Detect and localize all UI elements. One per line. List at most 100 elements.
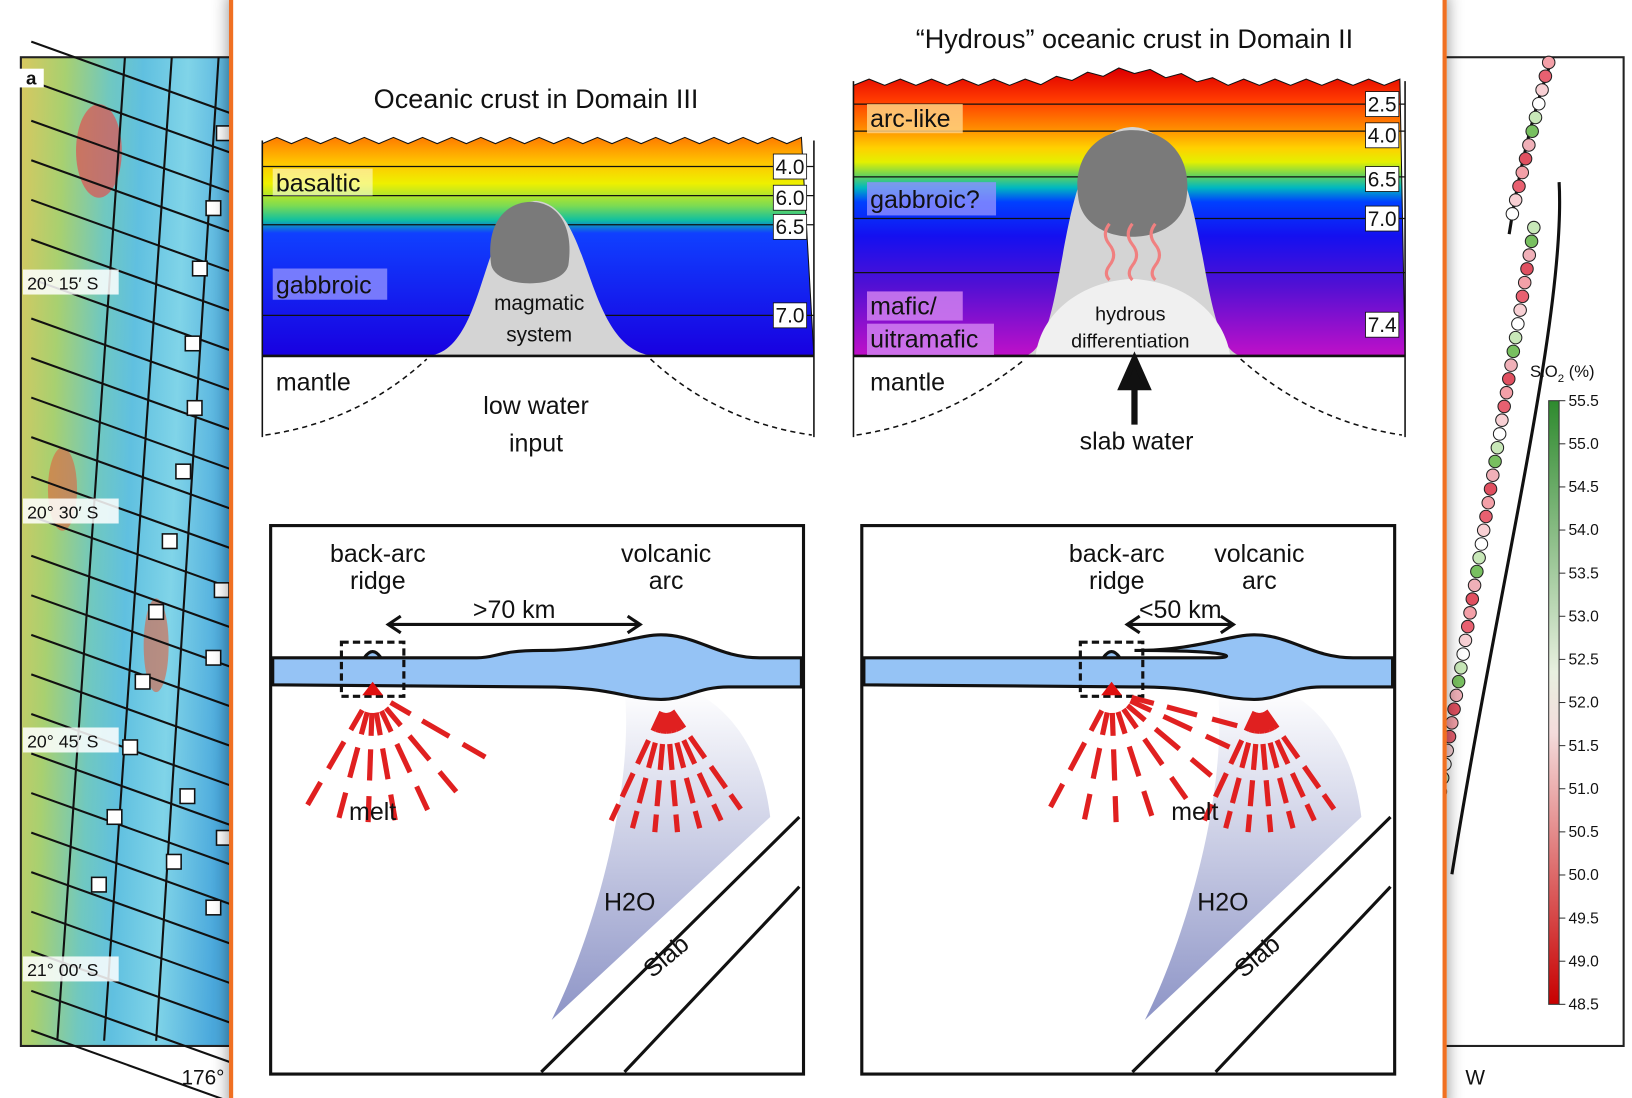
melt-dash — [1115, 796, 1116, 822]
colorbar-tick-label: 53.0 — [1568, 608, 1599, 625]
sample — [1471, 565, 1483, 577]
sample-map: SiO2 (%) 55.555.054.554.053.553.052.552.… — [1420, 56, 1623, 1089]
subduction-panel: >70 kmback-arcridgevolcanicarcmeltH2OSla… — [271, 526, 804, 1074]
melt-dash — [1253, 744, 1255, 770]
velocity-label: 4.0 — [1368, 125, 1397, 148]
sample — [1466, 593, 1478, 605]
sample — [1542, 56, 1554, 68]
sample — [1509, 194, 1521, 206]
sample — [1503, 373, 1515, 385]
colorbar-tick-label: 50.5 — [1568, 824, 1599, 841]
sample — [1536, 84, 1548, 96]
colorbar — [1549, 401, 1559, 1005]
sample — [1505, 359, 1517, 371]
station — [193, 261, 208, 276]
sample — [1519, 153, 1531, 165]
melt-label: melt — [1171, 798, 1218, 826]
layer-label: gabbroic? — [870, 186, 980, 214]
sample — [1477, 524, 1489, 536]
station — [180, 789, 195, 804]
sample — [1539, 70, 1551, 82]
mantle-label: mantle — [276, 368, 351, 396]
water-label: H2O — [604, 889, 655, 917]
colorbar-tick-label: 53.5 — [1568, 565, 1599, 582]
station — [107, 810, 122, 825]
colorbar-tick-label: 52.0 — [1568, 695, 1599, 712]
velocity-label: 6.5 — [1368, 168, 1397, 191]
station — [176, 464, 191, 479]
bathymetry-map: a 20° 15′ S20° 30′ S20° 45′ S21° 00′ S 1… — [19, 42, 240, 1098]
sample — [1450, 689, 1462, 701]
station — [217, 126, 232, 141]
sample — [1455, 662, 1467, 674]
layer-label: basaltic — [276, 169, 361, 197]
arc-label: arc — [649, 567, 684, 595]
sample — [1529, 111, 1541, 123]
layer-label: arc-like — [870, 105, 950, 133]
sample — [1487, 469, 1499, 481]
input-label: low water — [483, 392, 588, 420]
sample — [1521, 263, 1533, 275]
station — [206, 900, 221, 915]
sample — [1493, 428, 1505, 440]
sample — [1461, 620, 1473, 632]
colorbar-tick-label: 51.0 — [1568, 781, 1599, 798]
input-label: input — [509, 430, 563, 458]
sample — [1448, 703, 1460, 715]
lat-label: 20° 30′ S — [27, 502, 98, 522]
diagram-title: Oceanic crust in Domain III — [374, 84, 699, 114]
colorbar-tick-label: 49.0 — [1568, 953, 1599, 970]
sample — [1526, 125, 1538, 137]
velocity-label: 7.4 — [1368, 314, 1397, 337]
sample — [1509, 331, 1521, 343]
station — [206, 650, 221, 665]
colorbar-tick-label: 55.0 — [1568, 436, 1599, 453]
colorbar-title-unit: (%) — [1564, 362, 1595, 381]
layer-label: uitramafic — [870, 326, 978, 354]
sample — [1496, 414, 1508, 426]
sample — [1473, 552, 1485, 564]
station — [92, 877, 107, 892]
station — [162, 534, 177, 549]
sample — [1480, 510, 1492, 522]
lon-label: 176° — [181, 1066, 224, 1089]
sample — [1523, 139, 1535, 151]
ridge-label: ridge — [350, 567, 406, 595]
sample — [1500, 386, 1512, 398]
page: {"map": {"panel_label": "a", "lat_labels… — [0, 0, 1632, 1098]
intrusion-label: system — [506, 323, 572, 346]
sample — [1528, 221, 1540, 233]
melt-dash — [1269, 814, 1271, 832]
sample — [1523, 249, 1535, 261]
station — [149, 605, 164, 620]
mantle-label: mantle — [870, 368, 945, 396]
sample — [1491, 441, 1503, 453]
melt-dash — [1114, 749, 1115, 780]
sample — [1482, 496, 1494, 508]
velocity-label: 2.5 — [1368, 93, 1397, 116]
arc-label: volcanic — [621, 540, 711, 568]
overlay-panel: Oceanic crust in Domain III basaltic gab… — [231, 0, 1445, 1098]
velocity-label: 6.0 — [776, 187, 805, 210]
distance-label: >70 km — [473, 596, 556, 624]
melt-dash — [370, 749, 371, 780]
colorbar-tick-label: 54.5 — [1568, 479, 1599, 496]
sample — [1446, 717, 1458, 729]
sample — [1513, 180, 1525, 192]
station — [214, 583, 229, 598]
melt-label: melt — [349, 798, 396, 826]
lat-label: 21° 00′ S — [27, 960, 98, 980]
colorbar-title-text: SiO — [1530, 362, 1558, 381]
melt-dash — [657, 780, 659, 806]
sample — [1514, 304, 1526, 316]
sample — [1452, 675, 1464, 687]
station — [217, 831, 232, 846]
station — [123, 740, 138, 755]
melt-dash — [1266, 780, 1268, 806]
sample — [1489, 455, 1501, 467]
arc-label: arc — [1242, 567, 1277, 595]
sample — [1525, 235, 1537, 247]
station — [135, 674, 150, 689]
ridge-label: back-arc — [1069, 540, 1165, 568]
figure: a 20° 15′ S20° 30′ S20° 45′ S21° 00′ S 1… — [0, 0, 1632, 1098]
